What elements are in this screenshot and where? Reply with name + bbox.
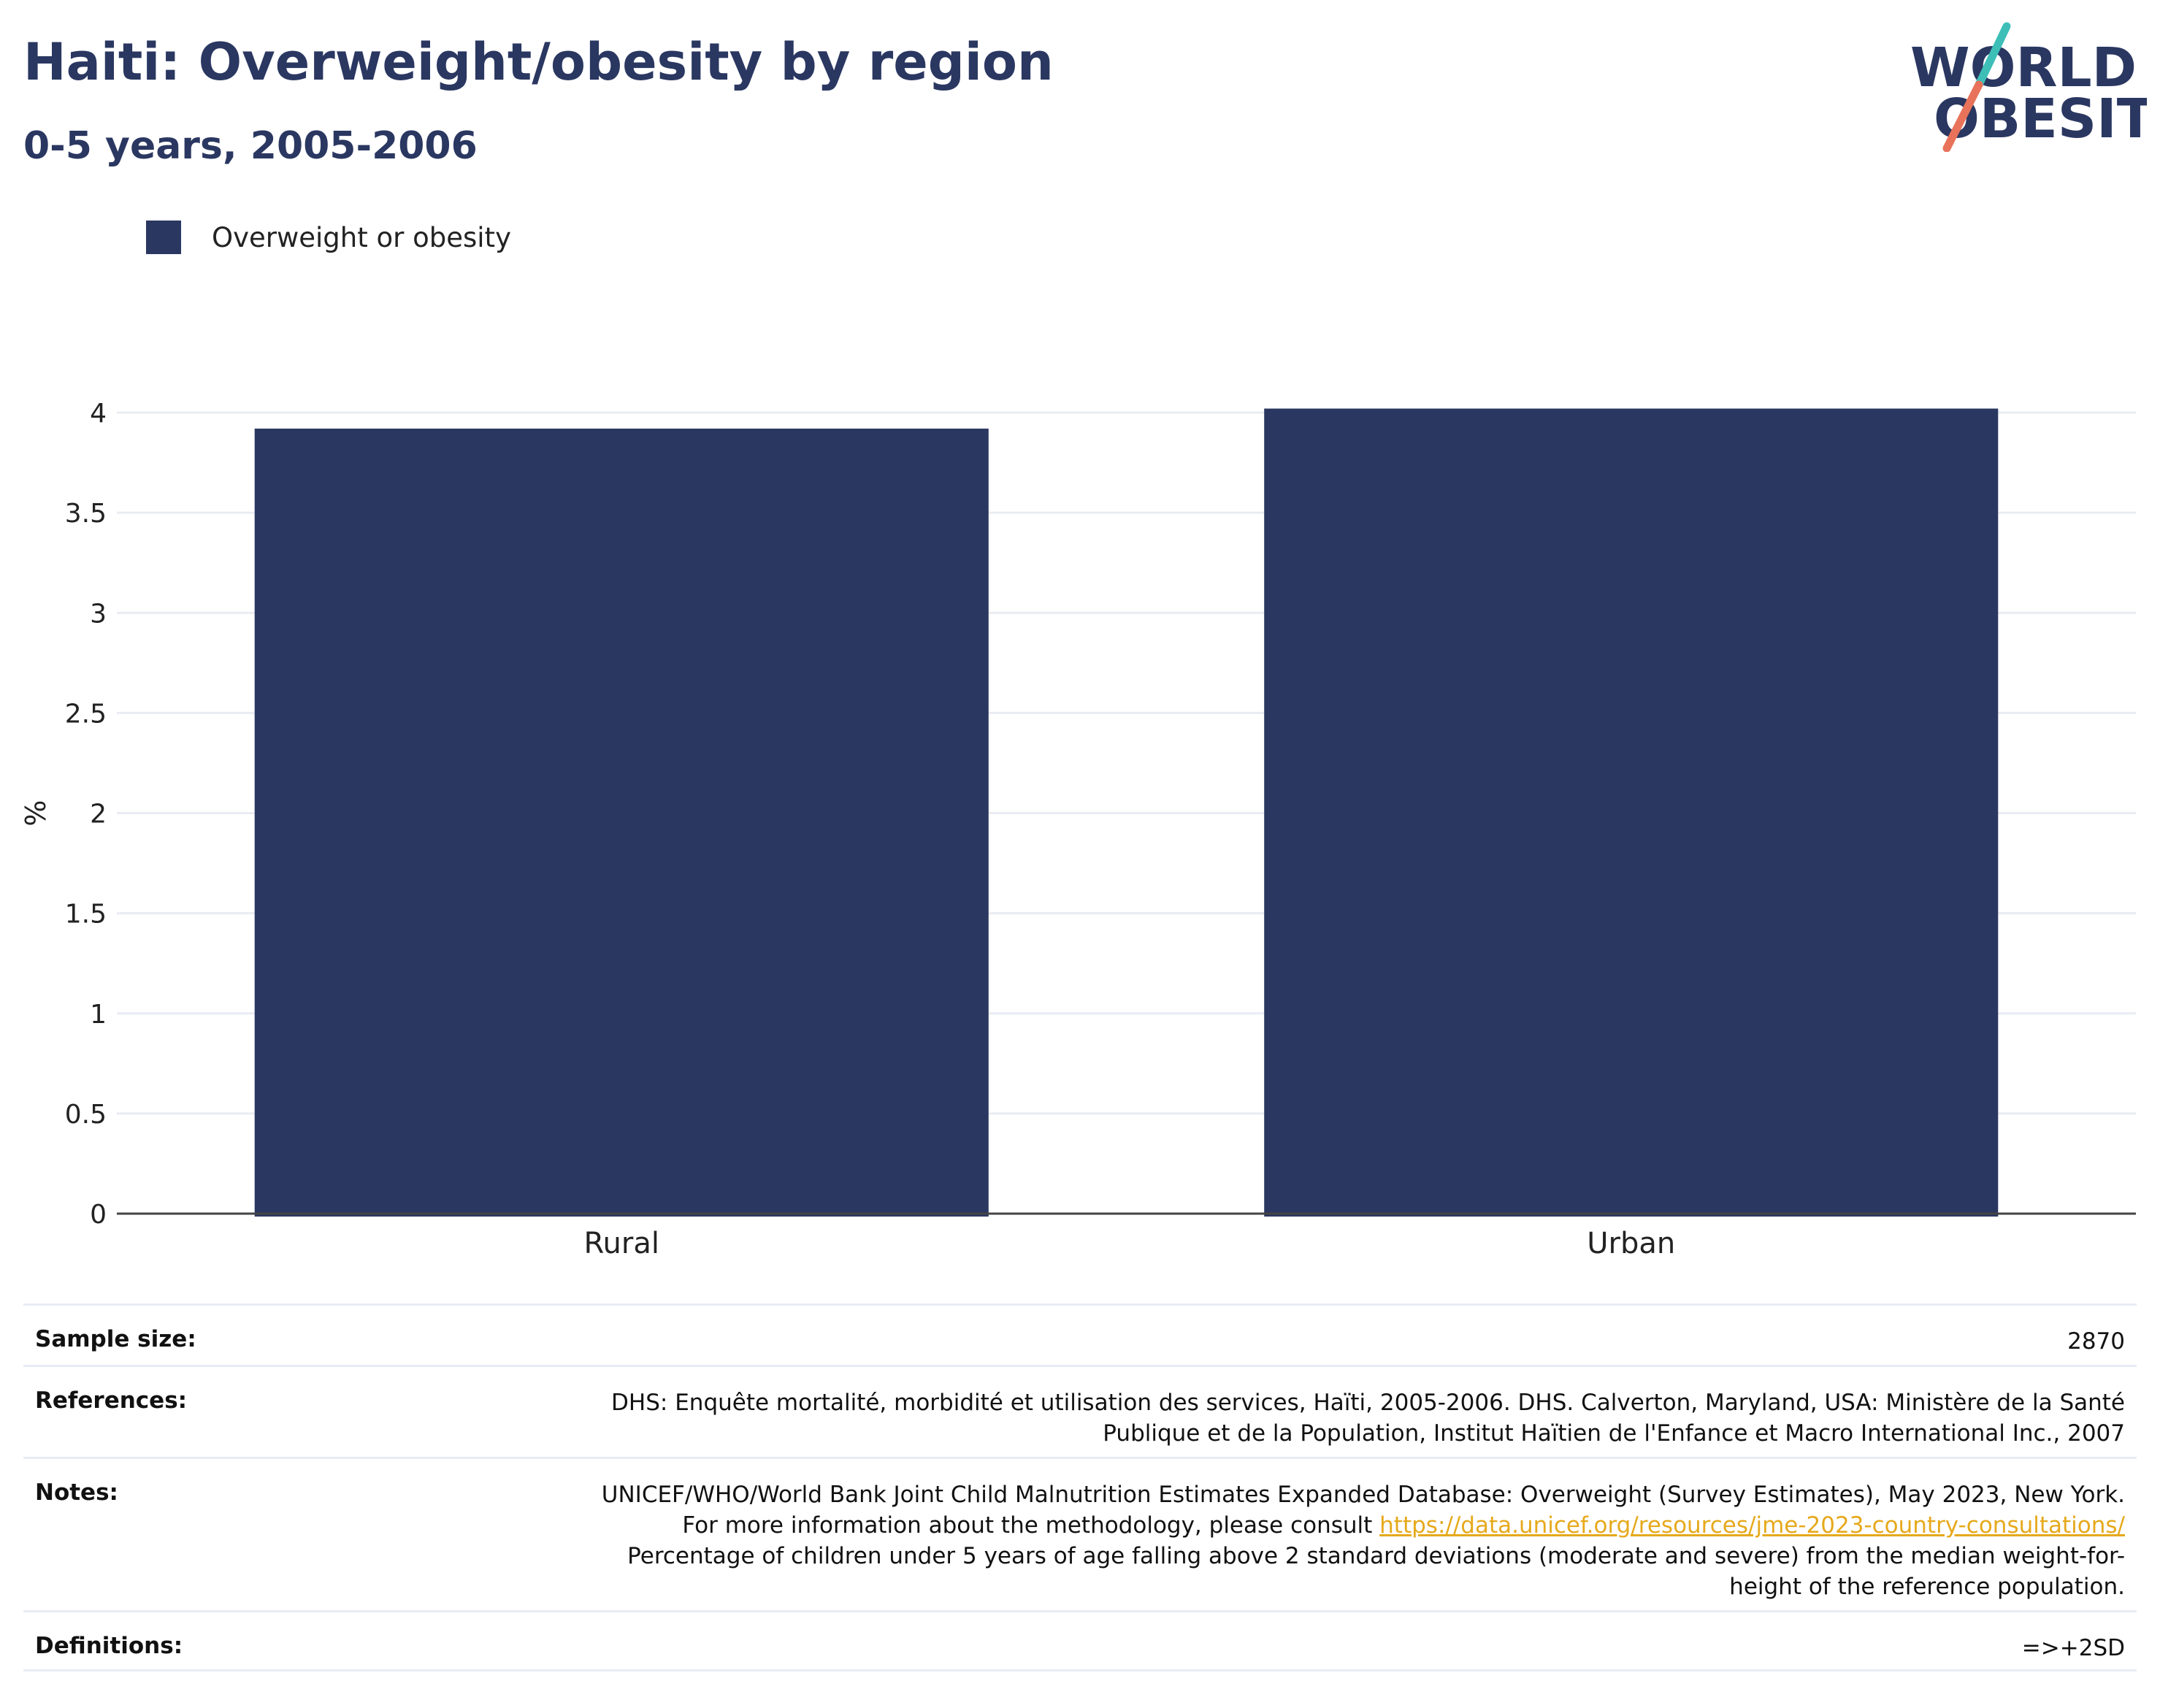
x-tick-label: Urban	[1587, 1227, 1675, 1260]
y-tick-label: 3	[90, 599, 107, 629]
info-row-definitions: Definitions: =>+2SD	[23, 1610, 2137, 1671]
y-tick-labels: 0 0.5 1 1.5 2 2.5 3 3.5 4	[65, 399, 107, 1230]
logo-line-1: WORLD	[1910, 37, 2137, 99]
info-row-notes: Notes: UNICEF/WHO/World Bank Joint Child…	[23, 1457, 2137, 1610]
bar-chart: 0 0.5 1 1.5 2 2.5 3 3.5 4 Rural Urban %	[20, 399, 2136, 1260]
bars	[254, 408, 1999, 1217]
references-value: DHS: Enquête mortalité, morbidité et uti…	[611, 1390, 2125, 1447]
definitions-label: Definitions:	[35, 1633, 183, 1659]
x-tick-label: Rural	[584, 1227, 659, 1260]
legend-swatch	[146, 221, 181, 254]
logo-slash-bottom	[1942, 80, 1983, 152]
notes-text-after: Percentage of children under 5 years of …	[627, 1543, 2125, 1600]
notes-label: Notes:	[35, 1479, 118, 1506]
info-table: Sample size: 2870 References: DHS: Enquê…	[23, 1303, 2137, 1671]
y-tick-label: 2	[90, 800, 107, 830]
bar-urban[interactable]	[1264, 408, 1999, 1217]
logo-slash-top	[1975, 22, 2011, 89]
notes-text-before: UNICEF/WHO/World Bank Joint Child Malnut…	[601, 1482, 2125, 1539]
y-tick-label: 1	[90, 1000, 107, 1030]
legend-label: Overweight or obesity	[212, 221, 511, 253]
references-label: References:	[35, 1387, 188, 1414]
notes-value: UNICEF/WHO/World Bank Joint Child Malnut…	[591, 1479, 2125, 1602]
info-row-references: References: DHS: Enquête mortalité, morb…	[23, 1365, 2137, 1457]
bar-rural[interactable]	[254, 428, 989, 1217]
sample-size-label: Sample size:	[35, 1326, 196, 1352]
y-tick-label: 2.5	[65, 699, 107, 729]
chart-legend: Overweight or obesity	[146, 219, 511, 256]
x-category-labels: Rural Urban	[584, 1227, 1676, 1260]
y-tick-label: 1.5	[65, 900, 107, 930]
chart-subtitle: 0-5 years, 2005-2006	[23, 124, 478, 168]
y-tick-label: 0.5	[65, 1100, 107, 1130]
y-tick-label: 3.5	[65, 499, 107, 529]
y-tick-label: 4	[90, 399, 107, 429]
notes-link[interactable]: https://data.unicef.org/resources/jme-20…	[1379, 1512, 2125, 1539]
chart-title: Haiti: Overweight/obesity by region	[23, 32, 1054, 92]
info-row-sample-size: Sample size: 2870	[23, 1303, 2137, 1365]
y-tick-label: 0	[90, 1200, 107, 1230]
world-obesity-logo: WORLD OBESITY	[1910, 22, 2147, 152]
sample-size-value: 2870	[2067, 1328, 2125, 1355]
y-axis-title: %	[20, 800, 52, 826]
definitions-value: =>+2SD	[2021, 1635, 2125, 1661]
